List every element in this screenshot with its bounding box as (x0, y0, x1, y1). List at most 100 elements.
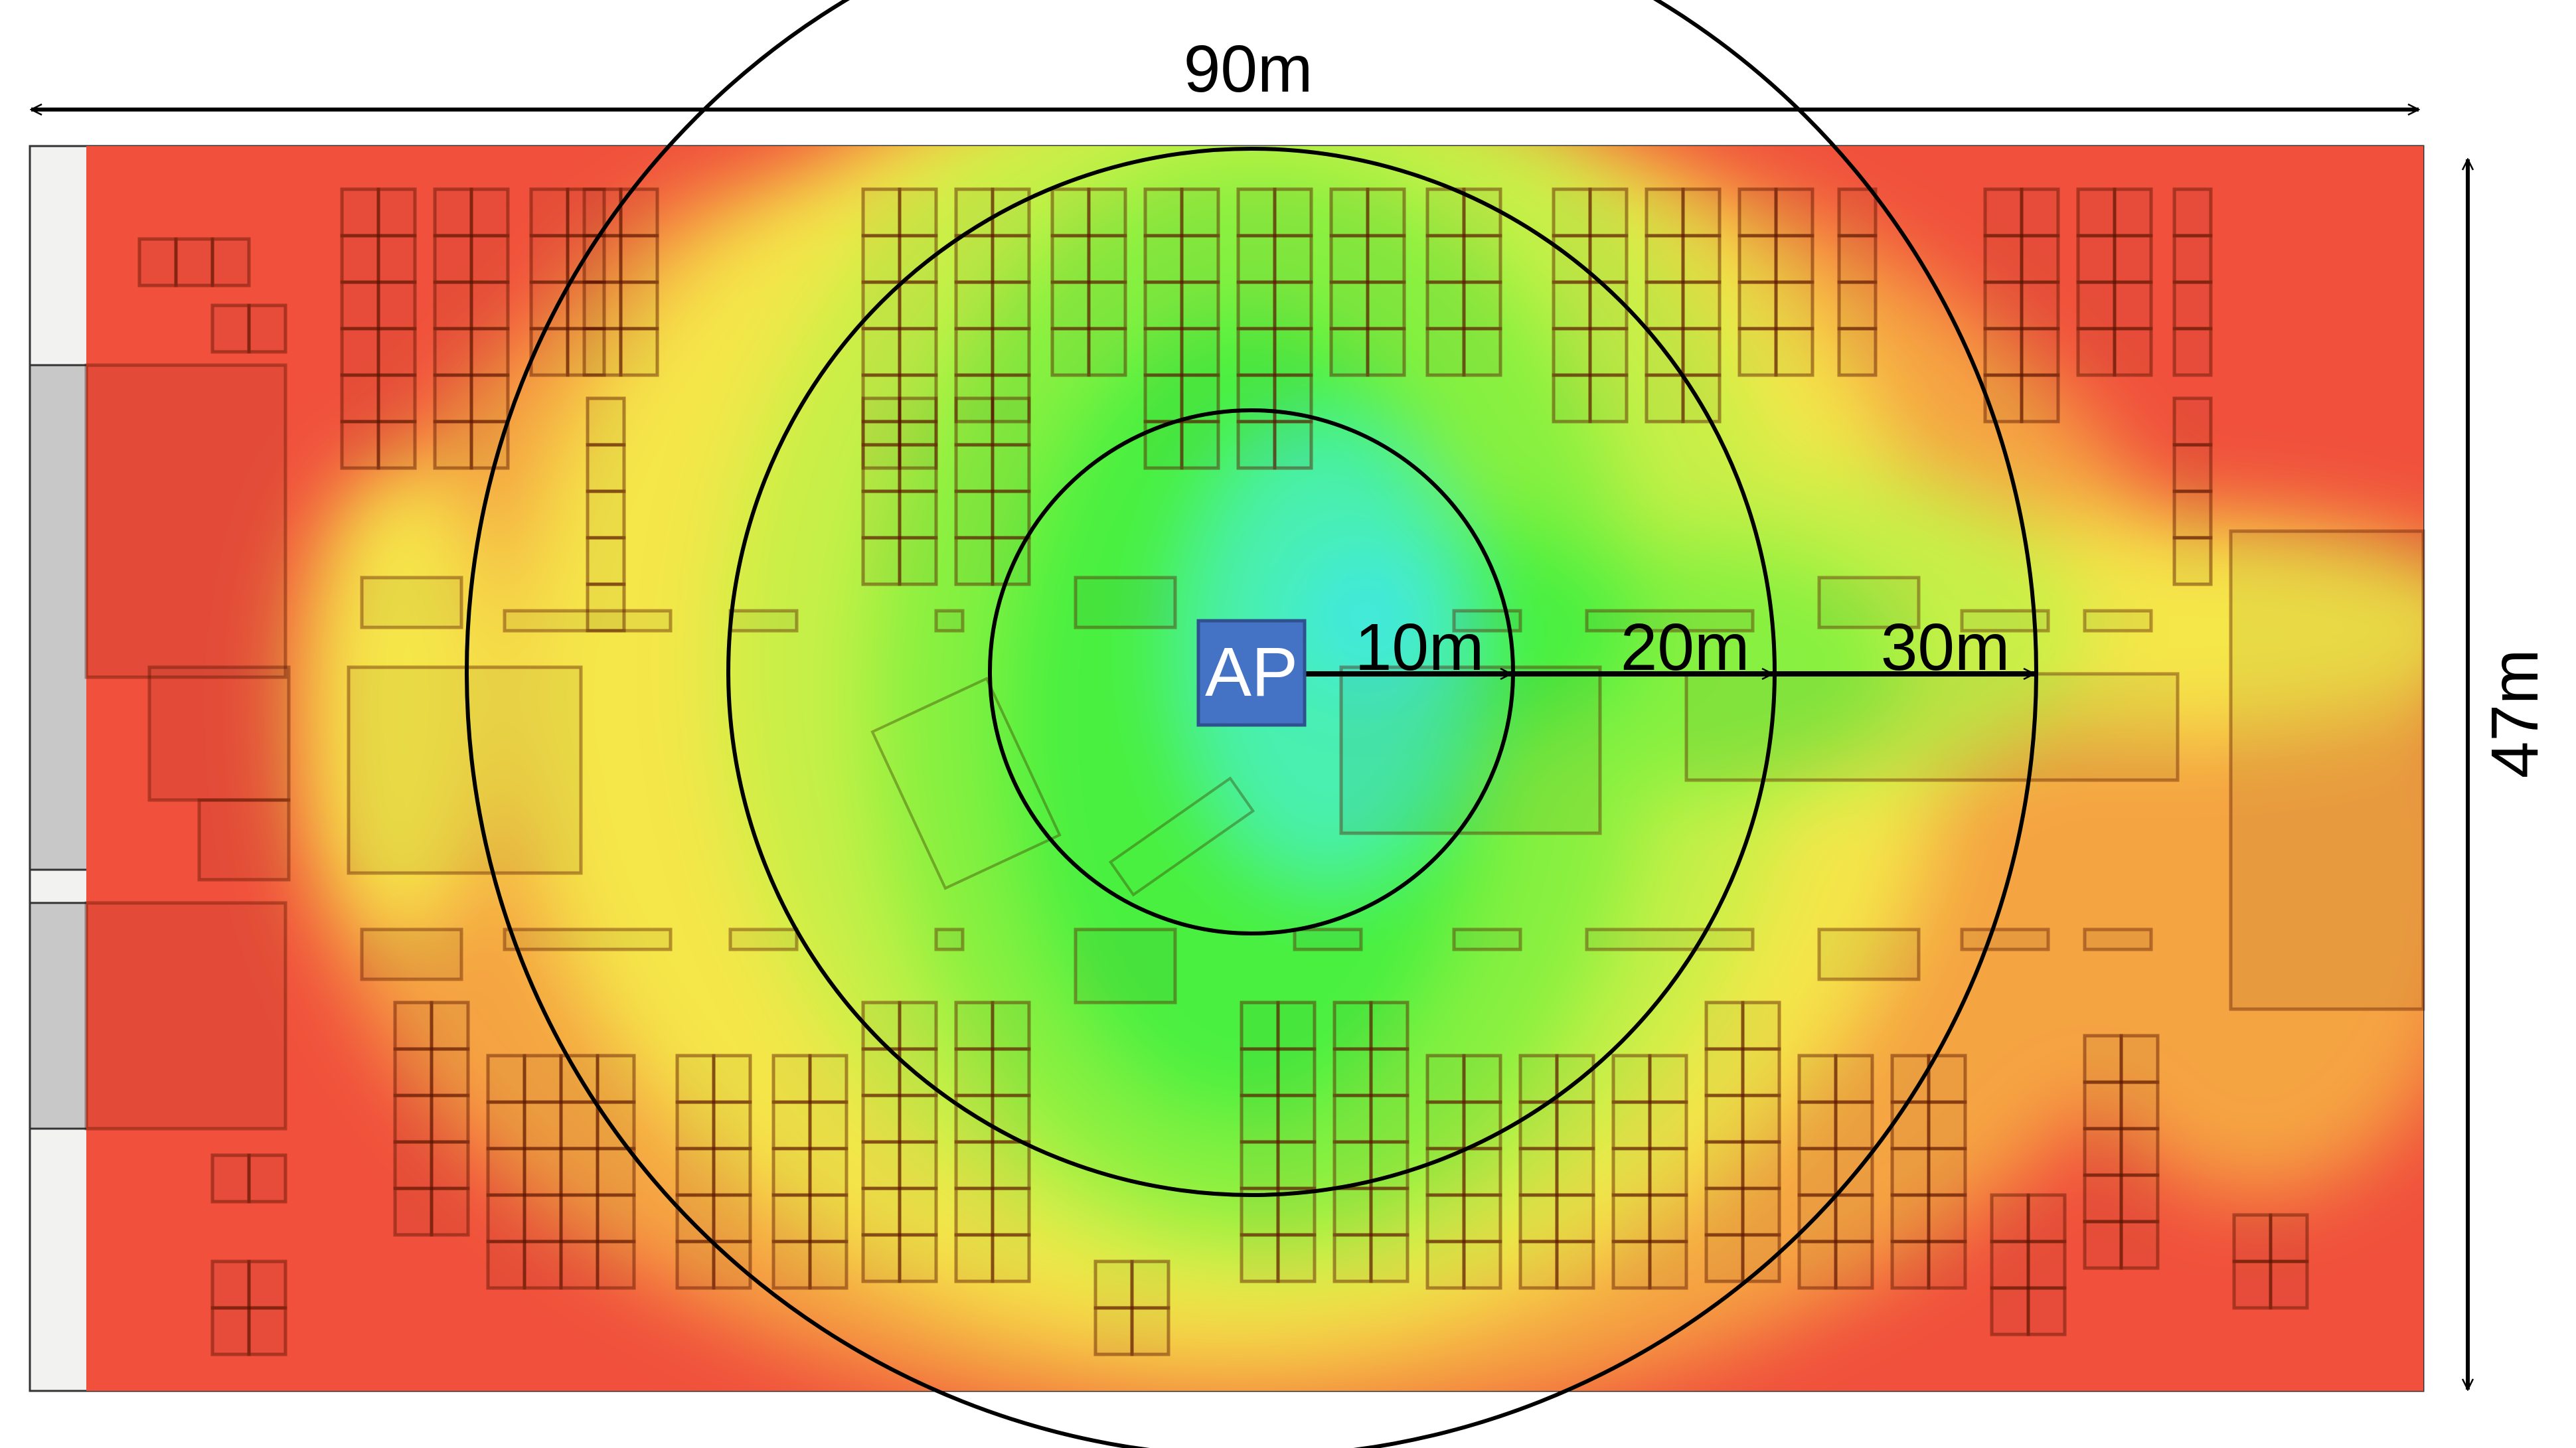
floor-plan-cell (469, 234, 510, 284)
floor-plan-cell (2083, 1220, 2123, 1270)
floor-plan-room (84, 363, 287, 679)
floor-plan-cell (1774, 187, 1814, 238)
floor-plan-cell (1236, 234, 1277, 284)
floor-plan-cell (954, 489, 995, 540)
floor-plan-cell (430, 1047, 470, 1097)
floor-plan-cell (559, 1100, 600, 1151)
floor-plan-cell (1983, 234, 2024, 284)
floor-plan-cell (1890, 1193, 1931, 1244)
floor-plan-cell (1983, 280, 2024, 331)
floor-plan-cell (586, 582, 626, 633)
floor-plan-cell (2026, 1240, 2067, 1290)
floor-plan-cell (898, 187, 938, 238)
floor-plan-cell (1462, 1147, 1502, 1197)
floor-plan-cell (861, 420, 902, 470)
floor-plan-cell (529, 234, 570, 284)
floor-plan-cell (1645, 234, 1685, 284)
floor-plan-cell (596, 1240, 636, 1290)
floor-plan-cell (1648, 1054, 1688, 1104)
floor-plan-cell (1648, 1100, 1688, 1151)
floor-plan-cell (1366, 280, 1406, 331)
floor-plan-cell (430, 1186, 470, 1237)
floor-plan-cell (861, 1093, 902, 1144)
floor-plan-cell (430, 1093, 470, 1144)
floor-plan-cell (861, 327, 902, 377)
floor-plan-room (2083, 609, 2153, 633)
floor-plan-room (1585, 609, 1755, 633)
access-point-marker (1196, 619, 1307, 727)
floor-plan-cell (469, 420, 510, 470)
floor-plan-cell (586, 443, 626, 493)
floor-plan-cell (1890, 1100, 1931, 1151)
floor-plan-cell (433, 373, 473, 424)
range-arrows: 10m 20m 30m (1305, 610, 2034, 684)
floor-plan-cell (1737, 280, 1778, 331)
floor-plan-cell (1236, 187, 1277, 238)
floor-plan-cell (1645, 187, 1685, 238)
floor-plan-cell (991, 1186, 1031, 1237)
floor-plan-cell (1611, 1193, 1652, 1244)
floor-plan-cell (898, 396, 938, 447)
floor-plan-cell (861, 1140, 902, 1190)
floor-plan-cell (1462, 1193, 1502, 1244)
floor-plan-cell (1797, 1100, 1838, 1151)
floor-plan-cell (2026, 1286, 2067, 1336)
floor-plan-cell (954, 1233, 995, 1283)
floor-plan-cell (486, 1193, 526, 1244)
floor-plan-cell (1425, 1240, 1466, 1290)
floor-plan-cell (430, 1001, 470, 1051)
floor-plan-cell (1462, 1054, 1502, 1104)
floor-plan-cell (1273, 280, 1313, 331)
floor-plan-room (870, 677, 1062, 890)
floor-plan-cell (898, 373, 938, 424)
floor-plan-cell (210, 1259, 251, 1310)
floor-plan-blocks (84, 187, 2425, 1356)
floor-plan-cell (1834, 1193, 1874, 1244)
floor-plan-cell (1555, 1193, 1595, 1244)
floor-plan-cell (1462, 234, 1502, 284)
range-label-30m: 30m (1881, 610, 2010, 684)
floor-plan-cell (1648, 1147, 1688, 1197)
floor-plan-cell (340, 187, 380, 238)
floor-plan-room (1684, 672, 2180, 782)
floor-plan-cell (1332, 1001, 1373, 1051)
floor-plan-cell (1890, 1240, 1931, 1290)
floor-plan-cell (486, 1054, 526, 1104)
floor-plan-cell (771, 1193, 812, 1244)
floor-plan-cell (2172, 443, 2213, 493)
floor-plan-room (347, 665, 583, 875)
floor-plan-cell (1648, 1240, 1688, 1290)
floor-plan-cell (2083, 1080, 2123, 1131)
floor-plan-cell (393, 1186, 434, 1237)
floor-plan-cell (529, 187, 570, 238)
floor-plan-cell (1050, 327, 1091, 377)
floor-plan-cell (433, 420, 473, 470)
floor-plan-cell (1180, 280, 1220, 331)
floor-plan-cell (1329, 234, 1370, 284)
floor-plan-cell (954, 536, 995, 586)
floor-plan-cell (2020, 234, 2060, 284)
floor-plan-cell (2076, 187, 2117, 238)
floor-plan-cell (1927, 1100, 1967, 1151)
floor-plan-cell (582, 280, 623, 331)
floor-plan-cell (675, 1100, 716, 1151)
floor-plan-cell (1236, 280, 1277, 331)
floor-plan-cell (1180, 234, 1220, 284)
floor-plan-cell (1130, 1259, 1170, 1310)
floor-plan-cell (1837, 280, 1878, 331)
floor-plan-cell (1741, 1186, 1781, 1237)
floor-plan-cell (1611, 1240, 1652, 1290)
floor-plan-cell (1143, 187, 1184, 238)
floor-plan-cell (898, 1186, 938, 1237)
floor-plan-cell (1276, 1140, 1317, 1190)
floor-plan-cell (1704, 1140, 1745, 1190)
floor-plan-cell (523, 1193, 563, 1244)
floor-plan-cell (1588, 187, 1629, 238)
floor-plan-cell (861, 1233, 902, 1283)
floor-plan-cell (596, 1193, 636, 1244)
floor-plan-cell (1143, 280, 1184, 331)
floor-plan-cell (1369, 1186, 1409, 1237)
floor-plan-cell (376, 373, 417, 424)
floor-plan-cell (1834, 1054, 1874, 1104)
floor-plan-cell (2113, 187, 2153, 238)
